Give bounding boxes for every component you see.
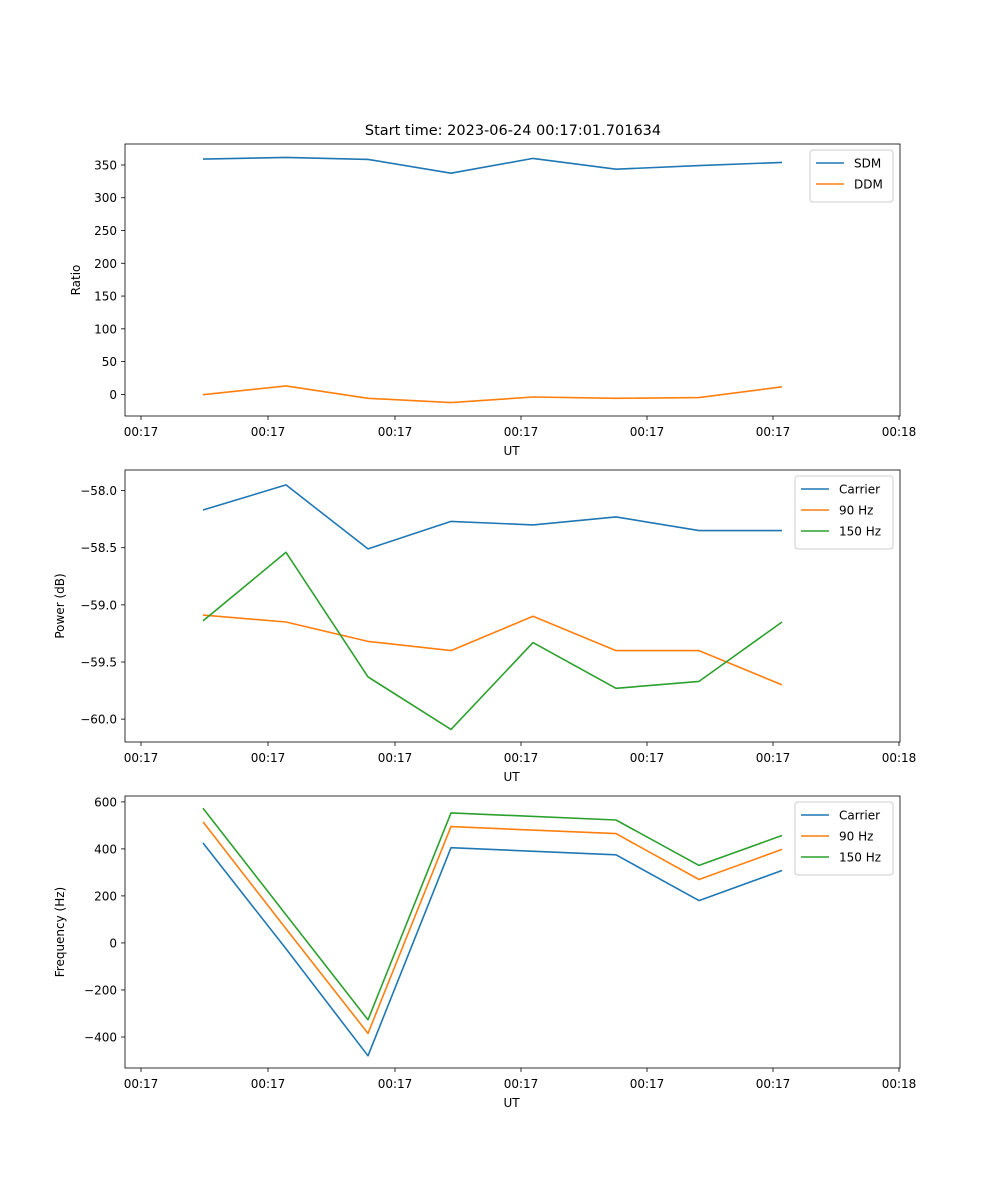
series-line-90-hz [202,821,783,1035]
chart-panel-1: 00:17 00:17 00:17 00:17 00:17 00:17 00:18 0 50 10… [69,143,917,458]
x-tick-label: 00:17 [756,751,791,765]
x-tick-label: 00:17 [378,425,413,439]
y-tick-label: 200 [94,257,117,271]
x-axis-label: UT [503,444,520,458]
y-tick-label: 0 [109,388,117,402]
axes-frame [124,469,901,743]
series-line-ddm [202,385,783,404]
series-line-carrier [202,842,783,1057]
y-tick-label: −59.5 [80,656,117,670]
x-tick-label: 00:17 [124,425,159,439]
x-axis-label: UT [503,770,520,784]
y-tick-label: 200 [94,889,117,903]
figure-title: Start time: 2023-06-24 00:17:01.701634 [365,123,661,139]
x-tick-label: 00:17 [124,751,159,765]
x-tick-label: 00:17 [756,1077,791,1091]
x-tick-label: 00:17 [251,1077,286,1091]
y-tick-label: 250 [94,224,117,238]
x-tick-label: 00:17 [504,751,539,765]
y-axis-label: Power (dB) [53,573,67,638]
x-tick-label: 00:17 [504,1077,539,1091]
legend-label: 150 Hz [839,525,881,539]
y-axis-label: Frequency (Hz) [53,887,67,978]
x-tick-label: 00:17 [124,1077,159,1091]
y-tick-label: 400 [94,842,117,856]
series-line-sdm [202,156,783,174]
y-tick-label: −60.0 [80,713,117,727]
series-line-carrier [202,484,782,550]
chart-panel-2: 00:17 00:17 00:17 00:17 00:17 00:17 00:18 −60.0… [53,469,917,784]
x-tick-label: 00:18 [882,425,917,439]
x-tick-label: 00:17 [378,1077,413,1091]
x-tick-label: 00:17 [630,425,665,439]
x-tick-label: 00:18 [882,751,917,765]
y-tick-label: 150 [94,290,117,304]
x-tick-label: 00:17 [504,425,539,439]
y-tick-label: 0 [109,936,117,950]
legend-label: 90 Hz [839,830,873,844]
legend-label: 90 Hz [839,504,873,518]
y-tick-label: −58.5 [80,541,117,555]
x-tick-label: 00:17 [251,751,286,765]
y-tick-label: −200 [84,983,117,997]
series-line-150-hz [202,551,783,731]
legend-label: SDM [854,157,881,171]
y-tick-label: 100 [94,322,117,336]
chart-panel-3: 00:17 00:17 00:17 00:17 00:17 00:17 00:18 −400 −… [53,795,916,1110]
y-tick-label: −400 [84,1030,117,1044]
x-tick-label: 00:17 [756,425,791,439]
y-tick-label: −59.0 [80,598,117,612]
y-tick-label: 600 [94,795,117,809]
series-line-90-hz [202,614,783,686]
legend-label: DDM [854,178,883,192]
x-tick-label: 00:17 [378,751,413,765]
y-tick-label: 300 [94,191,117,205]
axes-frame [124,143,901,417]
legend-label: 150 Hz [839,851,881,865]
legend-label: Carrier [839,809,880,823]
x-tick-label: 00:17 [630,751,665,765]
x-tick-label: 00:18 [882,1077,917,1091]
x-tick-label: 00:17 [251,425,286,439]
x-tick-label: 00:17 [630,1077,665,1091]
series-line-150-hz [202,807,783,1021]
panels: 00:17 00:17 00:17 00:17 00:17 00:17 00:18 0 50 10… [53,143,917,1110]
x-axis-label: UT [503,1096,520,1110]
y-tick-label: −58.0 [80,484,117,498]
axes-frame [124,795,901,1069]
legend-label: Carrier [839,483,880,497]
y-tick-label: 350 [94,158,117,172]
y-axis-label: Ratio [69,265,83,296]
y-tick-label: 50 [102,355,117,369]
